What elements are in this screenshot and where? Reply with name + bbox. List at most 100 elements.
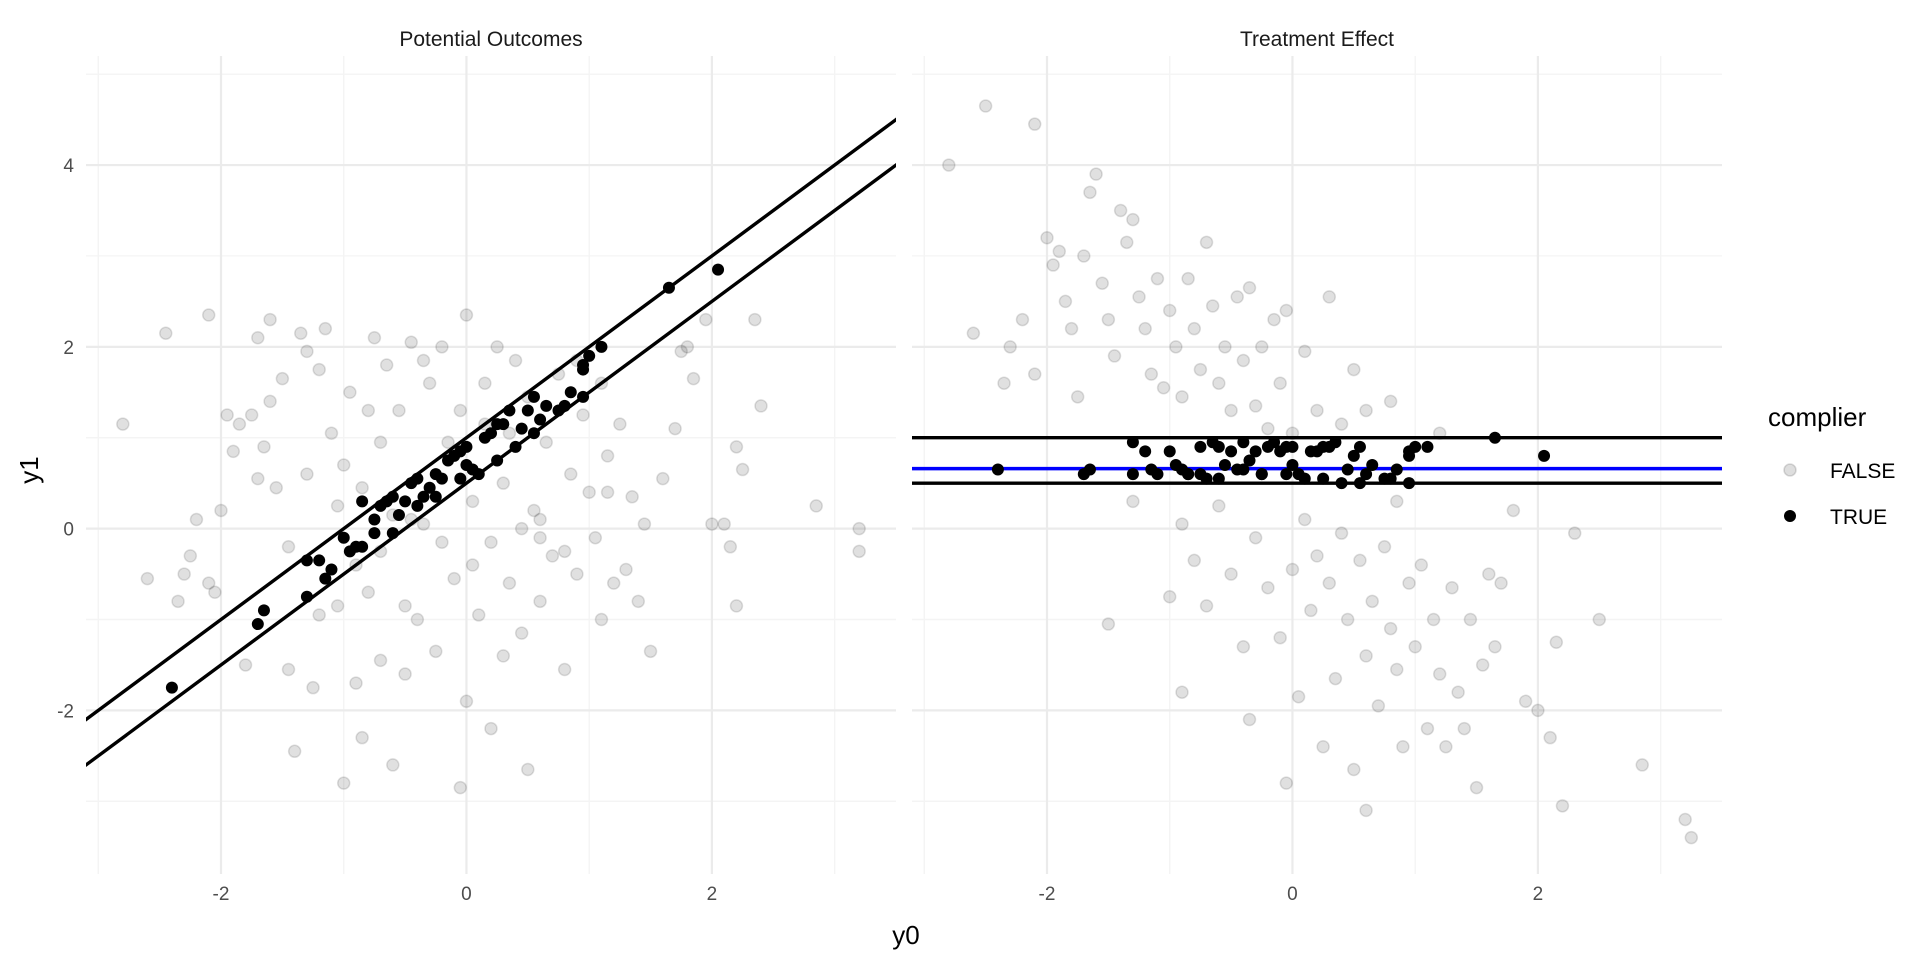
panel-0-point-false xyxy=(723,540,738,554)
panel-0-point-false xyxy=(533,512,547,527)
panel-1-point-true xyxy=(1163,445,1176,458)
panel-1-x-tick-label: 0 xyxy=(1287,884,1298,905)
panel-1-point-false xyxy=(1684,830,1699,845)
y-tick-label: 2 xyxy=(63,338,74,359)
panel-1-point-true xyxy=(1249,445,1262,458)
panel-1-point-false xyxy=(1359,649,1373,663)
panel-0-point-false xyxy=(373,653,388,668)
panel-0-point-true xyxy=(392,508,405,521)
panel-0-x-tick-label: 0 xyxy=(461,884,472,905)
panel-0-point-true xyxy=(521,404,534,417)
panel-1-point-false xyxy=(1445,580,1459,595)
panel-0-point-false xyxy=(754,399,768,413)
panel-0-point-true xyxy=(577,359,590,372)
panel-0-point-false xyxy=(594,612,609,627)
panel-0-point-false xyxy=(729,440,744,454)
panel-1-point-false xyxy=(1144,367,1159,381)
panel-0-point-false xyxy=(631,594,646,609)
panel-0-point-true xyxy=(251,618,264,631)
panel-1-point-true xyxy=(1384,472,1397,485)
panel-1-point-false xyxy=(1224,567,1238,581)
panel-1-point-false xyxy=(1224,403,1238,418)
panel-1-point-true xyxy=(1212,472,1225,485)
panel-1-point-false xyxy=(1107,349,1122,363)
panel-0-point-true xyxy=(503,404,516,417)
panel-1-point-true xyxy=(1488,431,1501,444)
panel-0-point-false xyxy=(269,480,283,495)
panel-1-point-true xyxy=(1243,454,1256,467)
panel-0-point-false xyxy=(312,362,326,377)
panel-0-point-false xyxy=(336,776,351,790)
panel-1-point-false xyxy=(1113,203,1128,218)
panel-1-point-false xyxy=(1101,312,1116,327)
panel-1-point-false xyxy=(1187,553,1202,568)
panel-1-point-false xyxy=(1230,290,1244,304)
panel-0-point-false xyxy=(533,594,547,609)
panel-1-point-true xyxy=(1421,440,1434,453)
panel-0-point-false xyxy=(214,503,228,518)
panel-1-point-false xyxy=(942,158,956,172)
panel-0-point-false xyxy=(275,371,290,386)
panel-1-point-false xyxy=(1126,212,1140,227)
panel-1-point-false xyxy=(1175,390,1189,404)
panel-0-point-true xyxy=(356,540,369,553)
panel-1-point-true xyxy=(1353,440,1366,453)
panel-0-point-true xyxy=(423,481,436,494)
panel-0-point-false xyxy=(465,558,480,572)
panel-1-point-true xyxy=(1280,468,1293,481)
panel-1-point-false xyxy=(1273,376,1287,390)
panel-1-point-false xyxy=(1175,685,1189,699)
panel-1-point-false xyxy=(1169,340,1183,354)
panel-1-point-false xyxy=(1162,303,1177,318)
panel-1-point-false xyxy=(1267,312,1281,327)
panel-1-point-false xyxy=(1482,567,1496,581)
panel-1-point-false xyxy=(1390,494,1404,509)
panel-0-point-true xyxy=(435,472,448,485)
panel-1-point-false xyxy=(1555,799,1570,813)
panel-0-point-false xyxy=(416,353,431,368)
panel-1-point-true xyxy=(1194,440,1207,453)
panel-1-point-false xyxy=(1212,499,1226,513)
panel-1-point-true xyxy=(1353,477,1366,490)
panel-0-point-false xyxy=(852,521,866,536)
panel-0-point-true xyxy=(491,418,504,431)
panel-1-point-false xyxy=(1003,340,1017,354)
panel-0-point-false xyxy=(318,321,333,336)
panel-0-point-false xyxy=(251,331,265,345)
panel-0-point-false xyxy=(674,344,688,359)
panel-1-point-false xyxy=(1175,517,1189,531)
panel-0-point-false xyxy=(686,371,701,386)
panel-1-point-false xyxy=(1162,590,1177,604)
panel-1-point-false xyxy=(1273,630,1287,645)
panel-0-point-false xyxy=(729,599,744,613)
panel-1-point-true xyxy=(1139,445,1152,458)
panel-0-point-false xyxy=(656,471,670,486)
panel-0-point-false xyxy=(189,512,204,527)
panel-0-point-false xyxy=(435,340,449,354)
panel-1-point-false xyxy=(1463,612,1478,627)
panel-1-point-false xyxy=(1334,417,1349,431)
panel-1-point-true xyxy=(1255,468,1268,481)
panel-1-point-false xyxy=(1212,376,1226,390)
panel-1-point-true xyxy=(1182,468,1195,481)
panel-1-point-false xyxy=(1132,290,1146,304)
legend-label-false: FALSE xyxy=(1830,460,1895,483)
panel-0-point-true xyxy=(368,513,381,526)
panel-1-point-false xyxy=(1089,167,1103,181)
panel-1-point-false xyxy=(1242,281,1257,295)
panel-0-point-false xyxy=(263,312,277,327)
panel-1-point-false xyxy=(1531,703,1545,718)
panel-1-point-false xyxy=(1193,362,1208,377)
panel-0-point-false xyxy=(527,503,541,518)
panel-1-point-false xyxy=(1248,530,1263,545)
panel-1-point-false xyxy=(1181,271,1195,286)
panel-0-point-true xyxy=(509,440,522,453)
panel-1-point-false xyxy=(1334,526,1349,540)
panel-0-point-false xyxy=(300,344,314,359)
panel-1-point-false xyxy=(1359,403,1373,418)
panel-0-point-false xyxy=(484,721,498,736)
panel-0-point-false xyxy=(459,694,474,709)
panel-1-point-true xyxy=(1200,472,1213,485)
panel-0-point-false xyxy=(637,517,652,531)
